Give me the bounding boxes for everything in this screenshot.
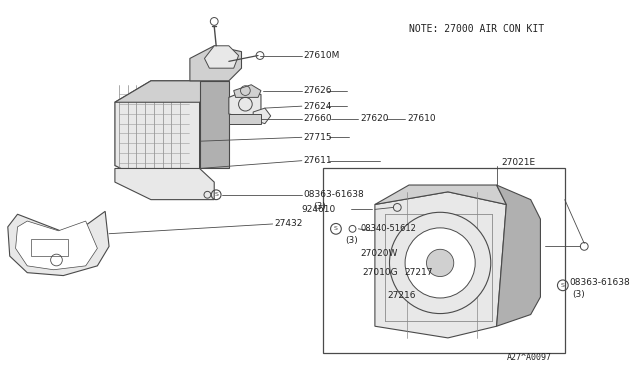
Text: (3): (3)	[314, 202, 326, 211]
Text: (3): (3)	[573, 289, 586, 299]
Text: 27610M: 27610M	[304, 51, 340, 60]
Text: 27610: 27610	[407, 114, 436, 123]
Text: 27020W: 27020W	[360, 249, 397, 258]
Text: 27626: 27626	[304, 86, 332, 95]
Text: 27620: 27620	[360, 114, 388, 123]
Text: 27432: 27432	[275, 219, 303, 228]
Text: S: S	[561, 283, 564, 288]
Polygon shape	[115, 81, 229, 102]
Text: 27715: 27715	[304, 133, 332, 142]
Text: 27216: 27216	[388, 291, 416, 299]
Text: A27^A0097: A27^A0097	[506, 353, 551, 362]
Text: 924610: 924610	[302, 205, 336, 214]
Polygon shape	[375, 192, 506, 338]
Polygon shape	[115, 169, 214, 200]
Polygon shape	[205, 46, 239, 68]
Text: S: S	[214, 192, 218, 197]
Circle shape	[426, 249, 454, 276]
Polygon shape	[375, 185, 506, 205]
Circle shape	[405, 228, 475, 298]
Polygon shape	[234, 85, 261, 97]
Text: 27660: 27660	[304, 114, 332, 123]
Polygon shape	[497, 185, 540, 326]
Text: 08363-61638: 08363-61638	[304, 190, 365, 199]
Text: 08363-61638: 08363-61638	[570, 278, 630, 287]
Text: 27010G: 27010G	[362, 268, 398, 277]
Polygon shape	[229, 114, 261, 124]
Polygon shape	[115, 81, 200, 188]
Polygon shape	[15, 221, 97, 270]
Text: NOTE: 27000 AIR CON KIT: NOTE: 27000 AIR CON KIT	[409, 24, 544, 34]
Text: 27624: 27624	[304, 102, 332, 110]
Text: S: S	[334, 226, 338, 231]
Text: 27021E: 27021E	[502, 158, 536, 167]
Polygon shape	[190, 46, 241, 81]
Bar	[323, 169, 564, 353]
Polygon shape	[200, 81, 229, 169]
Text: 27217: 27217	[404, 268, 433, 277]
Text: 08340-51612: 08340-51612	[360, 224, 416, 233]
Polygon shape	[253, 108, 271, 124]
Text: (3): (3)	[346, 236, 358, 245]
Bar	[31, 238, 68, 256]
Polygon shape	[229, 90, 261, 118]
Text: 27611: 27611	[304, 156, 332, 165]
Polygon shape	[8, 211, 109, 276]
Circle shape	[390, 212, 491, 314]
